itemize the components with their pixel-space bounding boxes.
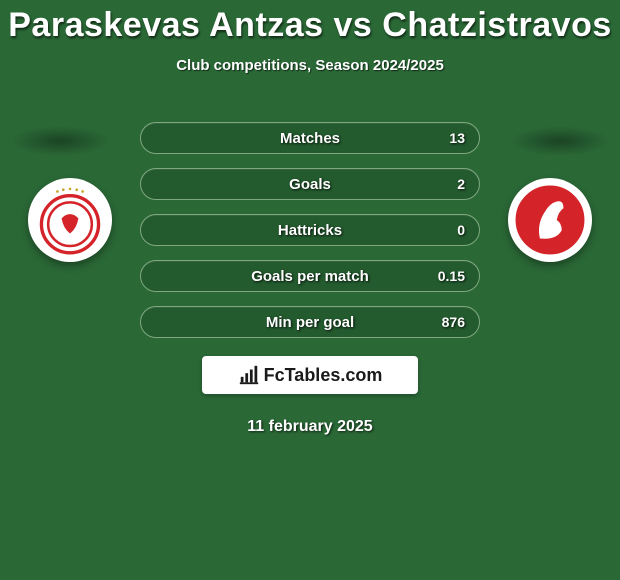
stat-label: Matches bbox=[280, 130, 340, 147]
stat-label: Goals per match bbox=[251, 268, 369, 285]
right-team-crest-icon bbox=[515, 185, 586, 256]
stat-value-right: 876 bbox=[442, 314, 465, 330]
shadow-decor-right bbox=[510, 126, 610, 156]
brand-label: FcTables.com bbox=[264, 365, 383, 386]
stat-row: Goals per match 0.15 bbox=[140, 260, 480, 292]
stat-label: Min per goal bbox=[266, 314, 354, 331]
stat-row: Matches 13 bbox=[140, 122, 480, 154]
stats-panel: Matches 13 Goals 2 Hattricks 0 Goals per… bbox=[140, 122, 480, 352]
stat-value-right: 13 bbox=[449, 130, 465, 146]
stat-label: Goals bbox=[289, 176, 331, 193]
stat-value-right: 0 bbox=[457, 222, 465, 238]
stat-row: Min per goal 876 bbox=[140, 306, 480, 338]
page-title: Paraskevas Antzas vs Chatzistravos bbox=[0, 0, 620, 45]
team-badge-right bbox=[508, 178, 592, 262]
footer-date: 11 february 2025 bbox=[0, 418, 620, 436]
bar-chart-icon bbox=[238, 364, 260, 386]
shadow-decor-left bbox=[10, 126, 110, 156]
stat-label: Hattricks bbox=[278, 222, 342, 239]
olympiacos-crest-icon bbox=[41, 188, 98, 253]
stat-value-right: 0.15 bbox=[438, 268, 465, 284]
stat-row: Hattricks 0 bbox=[140, 214, 480, 246]
team-badge-left bbox=[28, 178, 112, 262]
stat-value-right: 2 bbox=[457, 176, 465, 192]
subtitle: Club competitions, Season 2024/2025 bbox=[0, 57, 620, 74]
brand-panel[interactable]: FcTables.com bbox=[202, 356, 418, 394]
stat-row: Goals 2 bbox=[140, 168, 480, 200]
